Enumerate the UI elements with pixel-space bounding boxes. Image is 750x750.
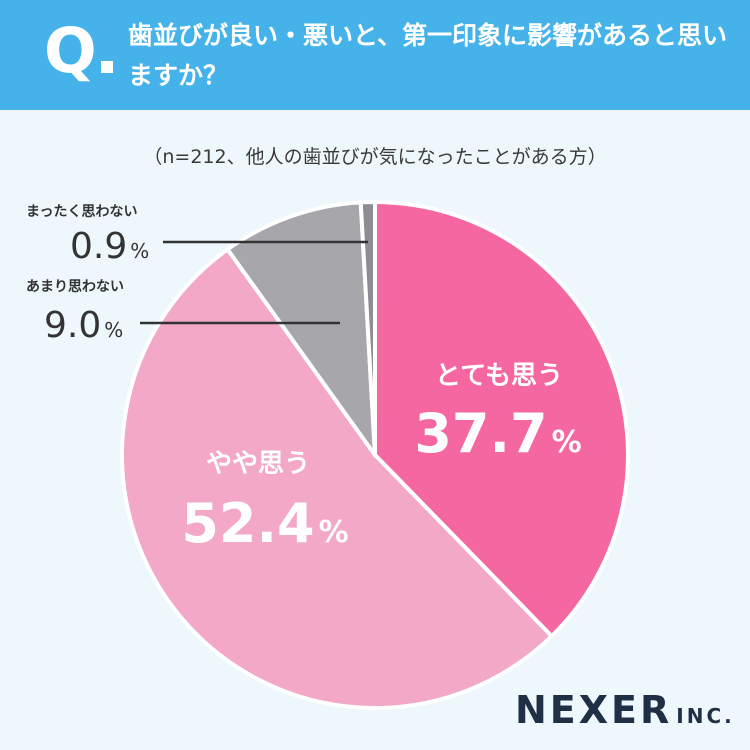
slice-label-strongly-disagree: まったく思わない — [26, 204, 137, 220]
slice-value-strongly-disagree: 0.9% — [70, 226, 149, 267]
q-letter: Q — [44, 14, 97, 87]
percent-unit: % — [319, 515, 349, 550]
brand-name: NEXER — [515, 688, 673, 732]
slice-label-somewhat-agree: やや思う — [206, 449, 310, 479]
pie-slices — [120, 199, 630, 710]
brand-logo: NEXER INC. — [515, 688, 735, 732]
question-header: Q 歯並びが良い・悪いと、第一印象に影響があると思いますか？ — [0, 0, 750, 110]
percent-unit: % — [130, 239, 149, 263]
value-number: 37.7 — [414, 402, 547, 465]
slice-somewhat-disagree — [225, 200, 377, 457]
slice-value-somewhat-disagree: 9.0% — [44, 305, 123, 346]
value-number: 9.0 — [44, 305, 101, 346]
slice-label-somewhat-disagree: あまり思わない — [26, 279, 124, 295]
slice-somewhat-agree — [120, 247, 554, 710]
question-text: 歯並びが良い・悪いと、第一印象に影響があると思いますか？ — [128, 21, 728, 90]
slice-value-somewhat-agree: 52.4% — [181, 492, 348, 555]
percent-unit: % — [552, 425, 582, 460]
value-number: 0.9 — [70, 226, 127, 267]
percent-unit: % — [104, 318, 123, 342]
brand-suffix: INC. — [676, 704, 735, 728]
slice-strongly-agree — [373, 200, 630, 639]
sample-note: （n=212、他人の歯並びが気になったことがある方） — [143, 146, 606, 168]
value-number: 52.4 — [181, 492, 314, 555]
slice-value-strongly-agree: 37.7% — [414, 402, 581, 465]
slice-strongly-disagree — [358, 199, 377, 457]
q-dot-decoration — [101, 61, 113, 73]
slice-label-strongly-agree: とても思う — [435, 361, 563, 391]
